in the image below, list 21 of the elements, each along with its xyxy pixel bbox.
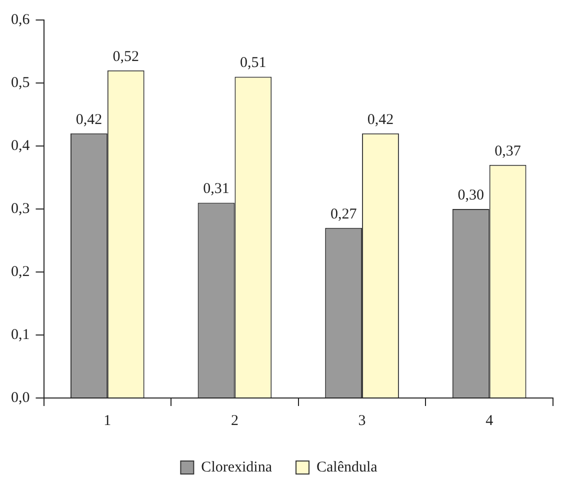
data-label: 0,37 — [494, 143, 522, 160]
y-tick-label: 0,3 — [11, 200, 30, 217]
data-label: 0,42 — [76, 112, 102, 128]
y-tick-label: 0,2 — [11, 264, 30, 280]
y-tick-label: 0,6 — [11, 12, 30, 28]
data-label: 0,52 — [112, 48, 139, 65]
data-label: 0,51 — [240, 55, 266, 72]
x-tick-label: 2 — [230, 412, 238, 429]
x-tick-label: 1 — [104, 412, 112, 429]
y-tick-label: 0,5 — [11, 74, 30, 91]
y-tick-label: 0,0 — [11, 390, 30, 406]
data-label: 0,27 — [330, 206, 358, 222]
data-label: 0,30 — [458, 187, 484, 204]
x-tick-label: 3 — [358, 412, 366, 429]
legend-label: Clorexidina — [201, 459, 272, 476]
data-label: 0,42 — [367, 112, 394, 128]
y-tick-label: 0,4 — [11, 138, 30, 154]
y-tick-label: 0,1 — [11, 326, 30, 343]
data-label: 0,31 — [203, 181, 230, 198]
legend-label: Calêndula — [316, 459, 378, 476]
x-tick-label: 4 — [486, 412, 494, 429]
